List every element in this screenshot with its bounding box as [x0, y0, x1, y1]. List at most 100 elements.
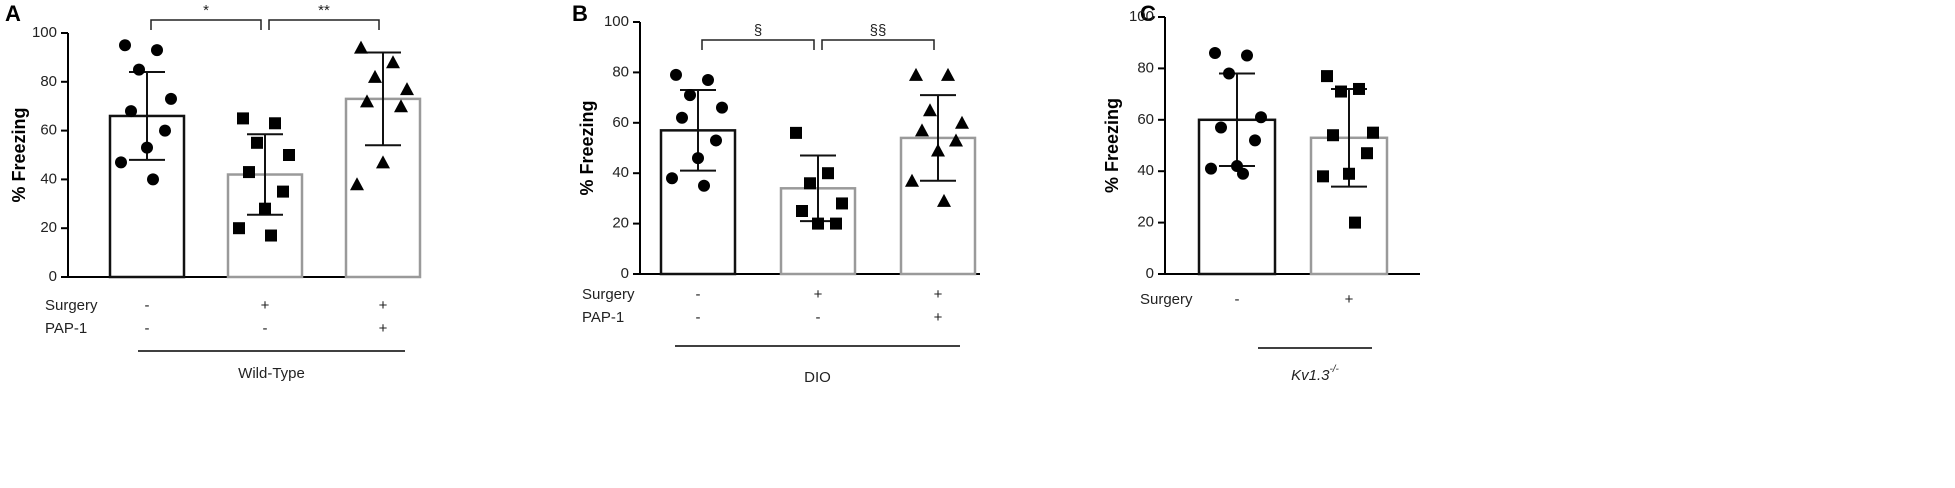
- y-tick-label: 40: [612, 164, 629, 181]
- row-value: -: [816, 309, 821, 326]
- data-point: [125, 105, 137, 118]
- data-point: [1317, 170, 1329, 183]
- data-point: [949, 133, 963, 147]
- group-label: DIO: [804, 369, 831, 386]
- data-point: [368, 69, 382, 83]
- y-tick-label: 60: [1137, 111, 1154, 128]
- data-point: [243, 166, 255, 179]
- data-point: [670, 68, 682, 81]
- data-point: [937, 193, 951, 207]
- y-tick-label: 60: [612, 114, 629, 131]
- y-tick-label: 20: [1137, 214, 1154, 231]
- data-point: [941, 67, 955, 81]
- y-tick-label: 20: [612, 215, 629, 232]
- row-label: Surgery: [1140, 291, 1193, 308]
- data-point: [360, 94, 374, 108]
- data-point: [716, 101, 728, 114]
- data-point: [931, 143, 945, 157]
- y-tick-label: 0: [621, 265, 629, 282]
- data-point: [692, 152, 704, 165]
- data-point: [684, 89, 696, 102]
- data-point: [666, 172, 678, 185]
- data-point: [237, 112, 249, 125]
- data-point: [269, 117, 281, 130]
- y-tick-label: 20: [40, 219, 57, 236]
- data-point: [1215, 121, 1227, 134]
- data-point: [259, 202, 271, 215]
- row-label: PAP-1: [45, 320, 87, 337]
- significance-label: §§: [870, 22, 887, 39]
- significance-bracket: [821, 39, 935, 50]
- data-point: [710, 134, 722, 147]
- data-point: [1349, 216, 1361, 229]
- data-point: [1249, 134, 1261, 147]
- data-point: [955, 115, 969, 129]
- y-tick-label: 0: [1146, 265, 1154, 282]
- y-axis-label: % Freezing: [577, 100, 597, 195]
- data-point: [165, 92, 177, 105]
- data-point: [251, 136, 263, 149]
- significance-label: §: [754, 22, 762, 39]
- data-point: [386, 55, 400, 69]
- data-point: [1205, 162, 1217, 175]
- y-axis-label: % Freezing: [9, 107, 29, 202]
- data-point: [147, 173, 159, 186]
- group-label-text: Kv1.3: [1291, 367, 1330, 384]
- significance-label: **: [318, 2, 330, 19]
- y-tick-label: 100: [1129, 8, 1154, 25]
- y-tick-label: 100: [604, 13, 629, 30]
- data-point: [119, 39, 131, 52]
- data-point: [1241, 49, 1253, 62]
- data-point: [923, 103, 937, 117]
- y-tick-label: 80: [612, 63, 629, 80]
- data-point: [698, 179, 710, 192]
- group-label-superscript: -/-: [1329, 364, 1339, 375]
- data-point: [233, 222, 245, 235]
- data-point: [804, 177, 816, 190]
- data-point: [394, 99, 408, 113]
- data-point: [915, 123, 929, 137]
- y-tick-label: 0: [49, 268, 57, 285]
- data-point: [1255, 111, 1267, 124]
- row-label: Surgery: [45, 297, 98, 314]
- panel-label: B: [572, 1, 588, 26]
- data-point: [676, 111, 688, 124]
- data-point: [796, 205, 808, 217]
- data-point: [350, 177, 364, 191]
- data-point: [159, 124, 171, 137]
- data-point: [376, 155, 390, 169]
- row-value: +: [379, 320, 388, 337]
- data-point: [1343, 167, 1355, 180]
- data-point: [141, 141, 153, 154]
- data-point: [822, 167, 834, 180]
- y-tick-label: 60: [40, 122, 57, 139]
- y-tick-label: 100: [32, 24, 57, 41]
- row-value: +: [934, 286, 943, 303]
- y-tick-label: 40: [1137, 162, 1154, 179]
- row-value: +: [814, 286, 823, 303]
- row-value: -: [145, 297, 150, 314]
- data-point: [1335, 85, 1347, 98]
- row-value: -: [263, 320, 268, 337]
- group-label: Kv1.3-/-: [1291, 364, 1339, 384]
- data-point: [354, 40, 368, 54]
- data-point: [151, 44, 163, 57]
- significance-label: *: [203, 2, 209, 19]
- data-point: [1367, 126, 1379, 139]
- row-value: +: [1345, 291, 1354, 308]
- row-label: PAP-1: [582, 309, 624, 326]
- significance-bracket: [150, 19, 262, 30]
- data-point: [265, 229, 277, 242]
- data-point: [830, 217, 842, 230]
- data-point: [1237, 167, 1249, 180]
- panel-label: C: [1140, 1, 1156, 26]
- data-point: [836, 197, 848, 210]
- y-tick-label: 80: [40, 73, 57, 90]
- row-value: +: [261, 297, 270, 314]
- data-point: [133, 63, 145, 76]
- data-point: [909, 67, 923, 81]
- data-point: [1223, 67, 1235, 80]
- y-tick-label: 80: [1137, 59, 1154, 76]
